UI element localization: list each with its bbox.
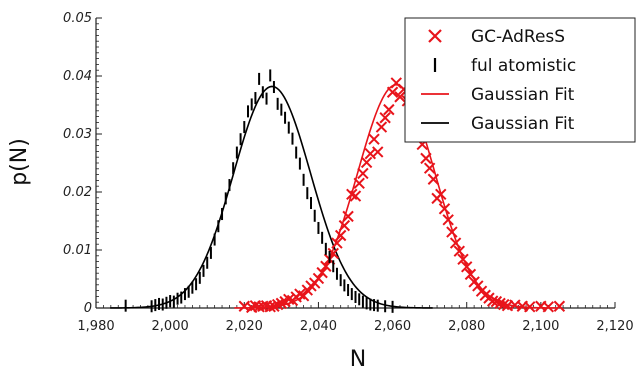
data-point-gcadress <box>435 188 447 201</box>
legend-label: ful atomistic <box>471 56 576 76</box>
data-point-gcadress <box>472 280 484 292</box>
x-tick-label: 2,000 <box>152 319 189 334</box>
x-tick-label: 2,100 <box>522 319 559 334</box>
data-point-gcadress <box>334 229 347 242</box>
data-point-gcadress <box>360 156 373 169</box>
data-point-gcadress <box>464 268 477 281</box>
legend-marker-x-icon <box>428 29 442 43</box>
data-point-gcadress <box>312 272 325 285</box>
data-point-gcadress <box>461 261 473 273</box>
legend: GC-AdResS ful atomistic Gaussian Fit Gaussi… <box>404 17 636 143</box>
data-point-gcadress <box>331 237 343 249</box>
data-point-gcadress <box>372 146 384 158</box>
data-point-gcadress <box>524 301 536 313</box>
legend-label: GC-AdResS <box>471 27 565 47</box>
data-point-gcadress <box>423 162 436 174</box>
y-tick-label: 0.01 <box>63 243 92 258</box>
data-point-gcadress <box>453 245 466 257</box>
y-tick-label: 0 <box>84 301 92 316</box>
data-point-gcadress <box>349 190 362 202</box>
data-point-gcadress <box>264 301 276 313</box>
data-point-gcadress <box>442 214 454 226</box>
data-point-gcadress <box>338 219 351 232</box>
data-point-gcadress <box>427 173 440 185</box>
plot-area <box>110 69 566 314</box>
data-point-gcadress <box>271 298 284 311</box>
y-tick-label: 0.05 <box>63 11 92 26</box>
gaussian-fit-line <box>110 85 433 309</box>
data-point-gcadress <box>357 167 369 180</box>
data-point-gcadress <box>379 112 391 124</box>
data-point-gcadress <box>283 293 295 306</box>
x-tick-label: 2,060 <box>374 319 411 334</box>
legend-box <box>404 17 636 143</box>
x-axis-title: N <box>350 347 366 372</box>
data-point-gcadress <box>297 290 310 302</box>
data-point-gcadress <box>375 121 388 133</box>
data-point-gcadress <box>394 91 406 103</box>
data-point-gcadress <box>342 210 354 223</box>
data-point-gcadress <box>486 295 499 307</box>
data-point-gcadress <box>383 103 395 116</box>
legend-label: Gaussian Fit <box>471 114 575 134</box>
y-tick-label: 0.02 <box>63 185 92 200</box>
data-point-gcadress <box>353 177 365 190</box>
x-tick-label: 2,020 <box>226 319 263 334</box>
data-point-gcadress <box>420 152 432 165</box>
y-tick-label: 0.04 <box>63 69 92 84</box>
data-point-gcadress <box>494 297 506 310</box>
x-tick-label: 1,980 <box>77 319 114 334</box>
legend-label: Gaussian Fit <box>471 85 575 105</box>
data-point-gcadress <box>368 133 380 145</box>
data-point-gcadress <box>542 301 554 313</box>
data-point-gcadress <box>386 86 399 98</box>
y-tick-label: 0.03 <box>63 127 92 142</box>
x-tick-label: 2,080 <box>448 319 485 334</box>
x-tick-label: 2,040 <box>300 319 337 334</box>
data-point-gcadress <box>449 237 462 249</box>
data-point-gcadress <box>498 298 510 311</box>
data-point-gcadress <box>446 226 458 238</box>
data-point-gcadress <box>457 253 469 265</box>
y-axis-title: p(N) <box>7 138 32 186</box>
data-point-gcadress <box>438 203 451 215</box>
data-point-gcadress <box>316 266 328 279</box>
x-tick-label: 2,120 <box>596 319 633 334</box>
data-point-gcadress <box>553 300 566 312</box>
